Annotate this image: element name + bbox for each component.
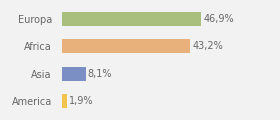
Bar: [62, 94, 67, 108]
Text: 46,9%: 46,9%: [203, 14, 234, 24]
Bar: [62, 67, 86, 81]
Bar: [62, 39, 190, 53]
Bar: [62, 12, 201, 26]
Text: 8,1%: 8,1%: [88, 69, 112, 79]
Text: 1,9%: 1,9%: [69, 96, 94, 106]
Text: 43,2%: 43,2%: [192, 41, 223, 51]
